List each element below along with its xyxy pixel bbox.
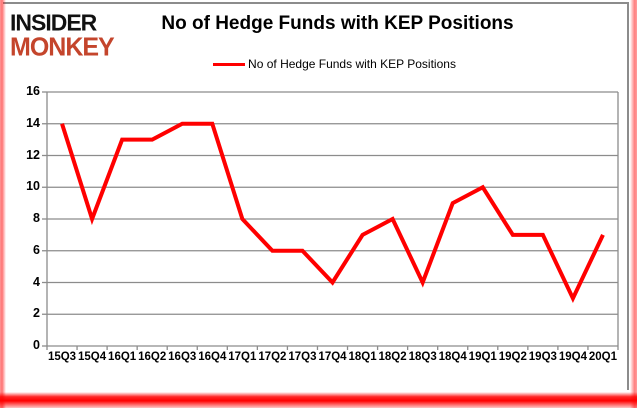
chart-title: No of Hedge Funds with KEP Positions xyxy=(161,13,514,34)
gridlines xyxy=(47,91,618,347)
insider-monkey-logo: INSIDER MONKEY xyxy=(10,8,115,62)
y-axis-tick-label: 8 xyxy=(33,211,40,225)
x-axis-tick-label: 17Q3 xyxy=(288,351,317,363)
x-axis-tick-label: 17Q4 xyxy=(318,351,347,363)
series-line xyxy=(60,121,605,304)
x-axis-tick-label: 20Q1 xyxy=(588,351,618,363)
series-polyline xyxy=(60,121,605,304)
x-axis-tick-label: 15Q3 xyxy=(47,351,77,363)
legend: No of Hedge Funds with KEP Positions xyxy=(0,57,637,71)
x-axis-tick-label: 15Q4 xyxy=(78,351,107,363)
x-axis-tick-label: 17Q1 xyxy=(228,351,257,363)
x-axis-tick-label: 18Q3 xyxy=(408,351,437,363)
chart-container-border xyxy=(3,2,629,390)
x-axis-tick-label: 16Q3 xyxy=(168,351,197,363)
x-axis-tick-label: 19Q1 xyxy=(468,351,497,363)
x-axis-tick-label: 17Q2 xyxy=(258,351,287,363)
red-border-right xyxy=(630,0,637,408)
y-axis-tick-label: 10 xyxy=(26,179,40,194)
red-border-bottom xyxy=(0,392,637,408)
x-axis-tick-label: 16Q1 xyxy=(108,351,137,363)
y-axis-tick-label: 2 xyxy=(33,306,40,321)
y-axis-tick-label: 12 xyxy=(26,147,40,162)
y-axis-tick-label: 4 xyxy=(33,274,40,289)
red-border-left xyxy=(0,0,6,408)
x-axis-tick-label: 19Q4 xyxy=(558,351,587,363)
x-axis-tick-label: 16Q2 xyxy=(138,351,167,363)
y-axis-tick-label: 0 xyxy=(33,338,40,352)
legend-label: No of Hedge Funds with KEP Positions xyxy=(248,57,456,71)
y-axis-tick-label: 6 xyxy=(33,242,40,257)
logo-insider-text: INSIDER xyxy=(10,8,97,36)
x-axis-tick-label: 19Q2 xyxy=(498,351,527,363)
x-axis-tick-label: 18Q2 xyxy=(378,351,407,363)
logo-monkey-text: MONKEY xyxy=(10,32,115,62)
x-axis-tick-label: 16Q4 xyxy=(198,351,227,363)
x-axis-tick-label: 18Q4 xyxy=(438,351,467,363)
x-axis-tick-label: 18Q1 xyxy=(348,351,377,363)
y-axis-tick-label: 14 xyxy=(26,115,40,130)
y-axis-tick-label: 16 xyxy=(26,84,40,98)
x-axis-tick-label: 19Q3 xyxy=(528,351,557,363)
legend-line-swatch xyxy=(213,62,246,66)
axis-ticks xyxy=(42,91,619,350)
